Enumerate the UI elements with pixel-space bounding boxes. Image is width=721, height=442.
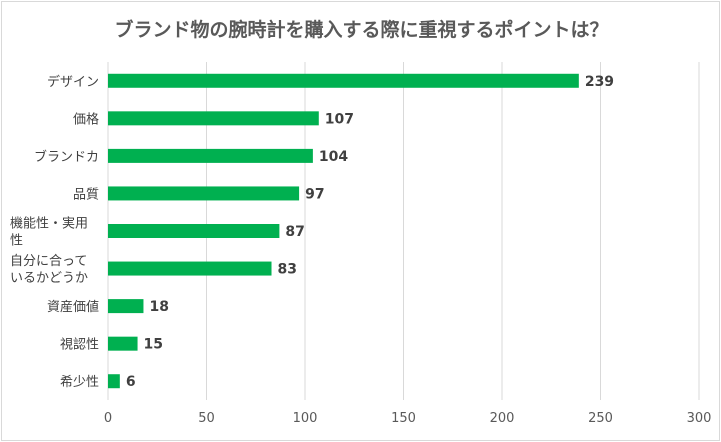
bar	[108, 261, 272, 276]
x-tick-label: 200	[490, 411, 515, 426]
bar	[108, 148, 313, 163]
x-tick-label: 150	[391, 411, 416, 426]
x-tick-label: 250	[588, 411, 613, 426]
bar	[108, 111, 319, 126]
category-label: 機能性・実用性	[10, 216, 88, 249]
category-label: 価格	[73, 111, 99, 127]
chart-title: ブランド物の腕時計を購入する際に重視するポイントは？	[114, 19, 609, 41]
x-tick-label: 100	[293, 411, 318, 426]
category-label: ブランドカ	[34, 149, 99, 165]
data-label: 97	[305, 186, 324, 202]
data-label: 107	[325, 111, 354, 127]
x-tick-label: 0	[104, 411, 112, 426]
category-label: 品質	[73, 187, 99, 202]
x-tick-label: 300	[687, 411, 712, 426]
data-label: 239	[585, 74, 614, 90]
category-label: 自分に合っているかどうか	[10, 254, 88, 286]
data-label: 15	[144, 337, 163, 353]
category-label: デザイン	[47, 74, 99, 90]
bar	[108, 336, 138, 351]
bar	[108, 73, 579, 88]
bar	[108, 224, 280, 238]
data-label: 6	[126, 374, 136, 390]
data-label: 83	[278, 262, 297, 278]
category-label: 資産価値	[47, 299, 99, 315]
data-label: 87	[285, 224, 304, 240]
category-label: 視認性	[60, 337, 99, 353]
category-label: 希少性	[60, 375, 99, 390]
bar	[108, 186, 300, 201]
data-label: 104	[319, 149, 348, 165]
bar	[108, 299, 144, 314]
data-label: 18	[149, 299, 168, 315]
bar	[108, 374, 120, 389]
x-tick-label: 50	[198, 411, 215, 426]
